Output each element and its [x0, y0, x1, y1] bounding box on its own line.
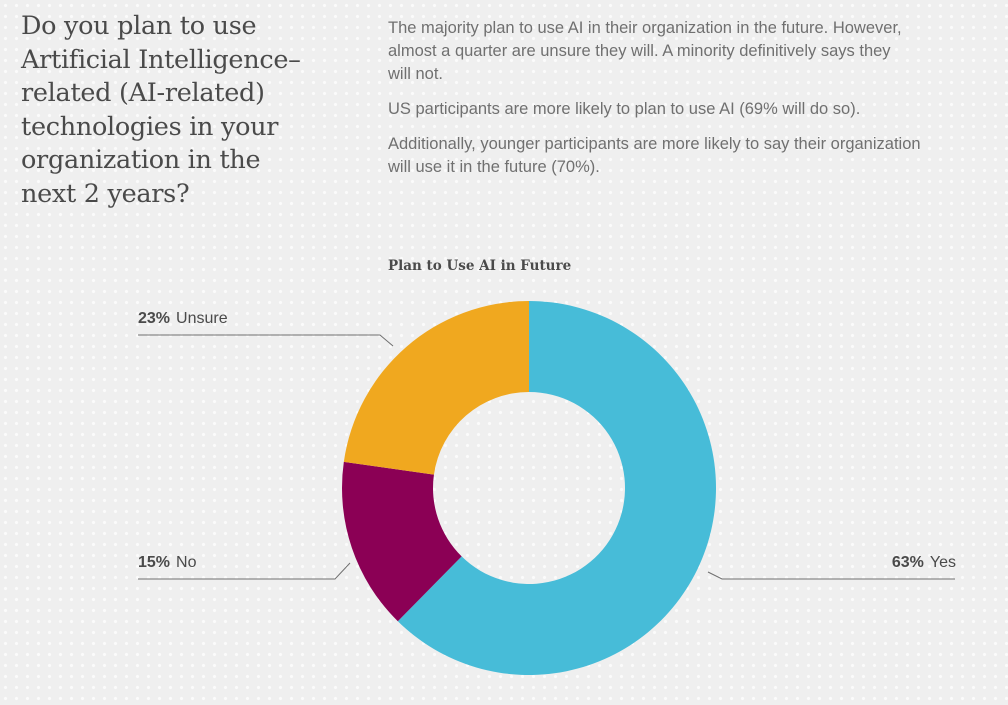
question-line: Do you plan to use — [21, 11, 257, 41]
callout-label-yes: 63% Yes — [892, 554, 956, 572]
question-line: technologies in your — [21, 111, 279, 142]
callout-leader-lines — [138, 334, 955, 580]
question-line: Artificial Intelligence– — [21, 44, 301, 75]
summary-line: US participants are more likely to plan … — [388, 100, 861, 118]
summary-line: will not. — [388, 65, 444, 83]
summary-paragraph: The majority plan to use AI in their org… — [388, 17, 988, 86]
callout-category: No — [176, 554, 197, 571]
callout-value: 63% — [891, 554, 924, 571]
callout-value: 23% — [138, 310, 171, 327]
question-heading: Do you plan to use Artificial Intelligen… — [21, 10, 321, 212]
callout-label-no: 15% No — [138, 554, 196, 572]
donut-slice-yes — [397, 301, 717, 675]
chart-title: Plan to Use AI in Future — [388, 258, 572, 274]
question-line: organization in the — [21, 145, 261, 176]
summary-text: The majority plan to use AI in their org… — [388, 17, 988, 191]
leader-line-no — [138, 562, 351, 580]
summary-paragraph: Additionally, younger participants are m… — [388, 133, 988, 179]
donut-slices — [342, 301, 717, 675]
callout-value: 15% — [138, 554, 171, 571]
summary-line: Additionally, younger participants are m… — [388, 135, 921, 153]
callout-label-unsure: 23% Unsure — [138, 310, 228, 328]
summary-line: almost a quarter are unsure they will. A… — [388, 42, 891, 60]
donut-slice-unsure — [343, 301, 529, 475]
donut-slice-no — [342, 461, 462, 622]
question-line: next 2 years? — [21, 178, 190, 209]
leader-line-unsure — [138, 334, 394, 347]
callout-category: Unsure — [176, 310, 228, 327]
summary-paragraph: US participants are more likely to plan … — [388, 98, 988, 121]
summary-line: The majority plan to use AI in their org… — [388, 19, 902, 37]
summary-line: will use it in the future (70%). — [388, 158, 600, 176]
callout-category: Yes — [929, 554, 956, 571]
leader-line-yes — [707, 571, 955, 580]
question-line: related (AI-related) — [21, 78, 265, 109]
